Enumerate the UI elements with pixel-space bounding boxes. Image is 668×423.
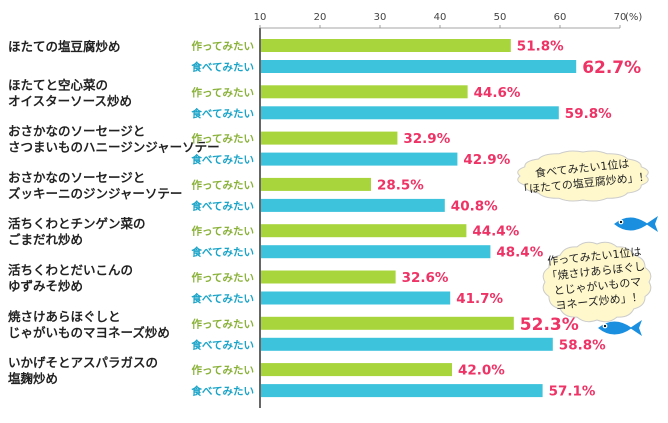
bar: [261, 270, 396, 284]
series-label: 食べてみたい: [190, 61, 254, 74]
callout-bubble: 食べてみたい1位は「ほたての塩豆腐炒め」！: [517, 150, 650, 202]
bar: [261, 152, 458, 166]
series-label: 食べてみたい: [190, 153, 254, 166]
series-label: 作ってみたい: [192, 86, 254, 99]
data-label: 59.8%: [565, 106, 612, 122]
series-label: 食べてみたい: [190, 246, 254, 259]
series-label: 食べてみたい: [190, 292, 254, 305]
bar: [261, 291, 451, 305]
x-tick-label: 20: [314, 12, 327, 23]
bar: [261, 316, 514, 330]
x-unit-label: (%): [625, 12, 642, 23]
series-label: 作ってみたい: [192, 271, 254, 284]
data-label: 28.5%: [377, 177, 424, 193]
data-label: 32.6%: [402, 270, 449, 286]
x-tick-label: 30: [374, 12, 387, 23]
category-label: 焼さけあらほぐしとじゃがいものマヨネーズ炒め: [8, 309, 170, 340]
data-label: 42.9%: [463, 152, 510, 168]
bar: [261, 224, 467, 238]
series-label: 食べてみたい: [190, 107, 254, 120]
series-label: 食べてみたい: [190, 199, 254, 212]
x-tick-label: 10: [254, 12, 267, 23]
data-label: 48.4%: [496, 245, 543, 261]
bar: [261, 131, 398, 145]
series-label: 作ってみたい: [192, 317, 254, 330]
data-label: 57.1%: [549, 384, 596, 400]
blue-fish-icon: [614, 216, 658, 232]
series-label: 作ってみたい: [192, 40, 254, 53]
bar: [261, 337, 553, 351]
category-label: いかげそとアスパラガスの塩麹炒め: [8, 355, 158, 386]
bar: [261, 384, 543, 398]
category-label: ほたての塩豆腐炒め: [8, 39, 121, 54]
data-label: 52.3%: [520, 315, 579, 335]
category-label: おさかなのソーセージとズッキーニのジンジャーソテー: [8, 170, 182, 201]
blue-fish-icon: [598, 320, 642, 336]
bar: [261, 39, 511, 52]
bar: [261, 85, 468, 99]
category-label: おさかなのソーセージとさつまいものハニージンジャーソテー: [8, 124, 220, 155]
data-label: 32.9%: [403, 131, 450, 147]
x-tick-label: 70: [614, 12, 627, 23]
category-label: 活ちくわとだいこんのゆずみそ炒め: [8, 263, 133, 294]
bar: [261, 245, 491, 259]
bar: [261, 363, 452, 377]
data-label: 51.8%: [517, 39, 564, 55]
series-label: 作ってみたい: [192, 178, 254, 191]
data-label: 62.7%: [582, 58, 641, 78]
x-tick-label: 60: [554, 12, 567, 23]
series-label: 作ってみたい: [192, 225, 254, 238]
data-label: 44.6%: [474, 85, 521, 101]
bar: [261, 60, 577, 73]
callout-bubble: 作ってみたい1位は「焼さけあらほぐしとじゃがいものマヨネーズ炒め」！: [542, 241, 652, 323]
data-label: 40.8%: [451, 198, 498, 214]
data-label: 42.0%: [458, 363, 505, 379]
category-label: 活ちくわとチンゲン菜のごまだれ炒め: [8, 216, 146, 247]
series-label: 作ってみたい: [192, 132, 254, 145]
bar: [261, 198, 445, 212]
data-label: 44.4%: [472, 224, 519, 240]
category-label: ほたてと空心菜のオイスターソース炒め: [8, 77, 132, 108]
data-label: 58.8%: [559, 337, 606, 353]
bar: [261, 177, 371, 191]
x-tick-label: 50: [494, 12, 507, 23]
series-label: 作ってみたい: [192, 364, 254, 377]
data-label: 41.7%: [456, 291, 503, 307]
x-tick-label: 40: [434, 12, 447, 23]
bar: [261, 106, 559, 120]
series-label: 食べてみたい: [190, 385, 254, 398]
series-label: 食べてみたい: [190, 338, 254, 351]
